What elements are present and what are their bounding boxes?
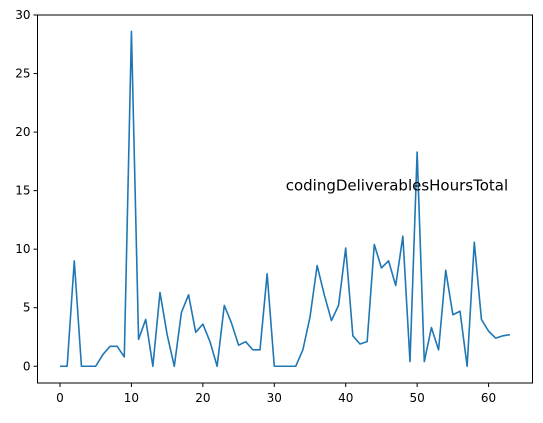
chart-annotation: codingDeliverablesHoursTotal [286,177,508,195]
y-tick-label: 25 [15,67,30,81]
y-tick-label: 20 [15,125,30,139]
x-tick-label: 0 [56,391,64,405]
y-tick-label: 0 [23,359,31,373]
y-tick-label: 5 [23,301,31,315]
x-tick-label: 50 [410,391,425,405]
x-tick-label: 40 [338,391,353,405]
x-tick-label: 10 [124,391,139,405]
x-tick-label: 60 [481,391,496,405]
y-tick-label: 15 [15,184,30,198]
plot-area [60,30,511,368]
y-tick-label: 10 [15,242,30,256]
x-tick-label: 20 [195,391,210,405]
axes-frame [37,14,533,384]
series-line [60,30,511,368]
y-tick-label: 30 [15,8,30,22]
x-tick-label: 30 [267,391,282,405]
axis-ticks: 0 10 20 30 40 50 60 0 5 10 15 20 25 30 [15,8,496,405]
